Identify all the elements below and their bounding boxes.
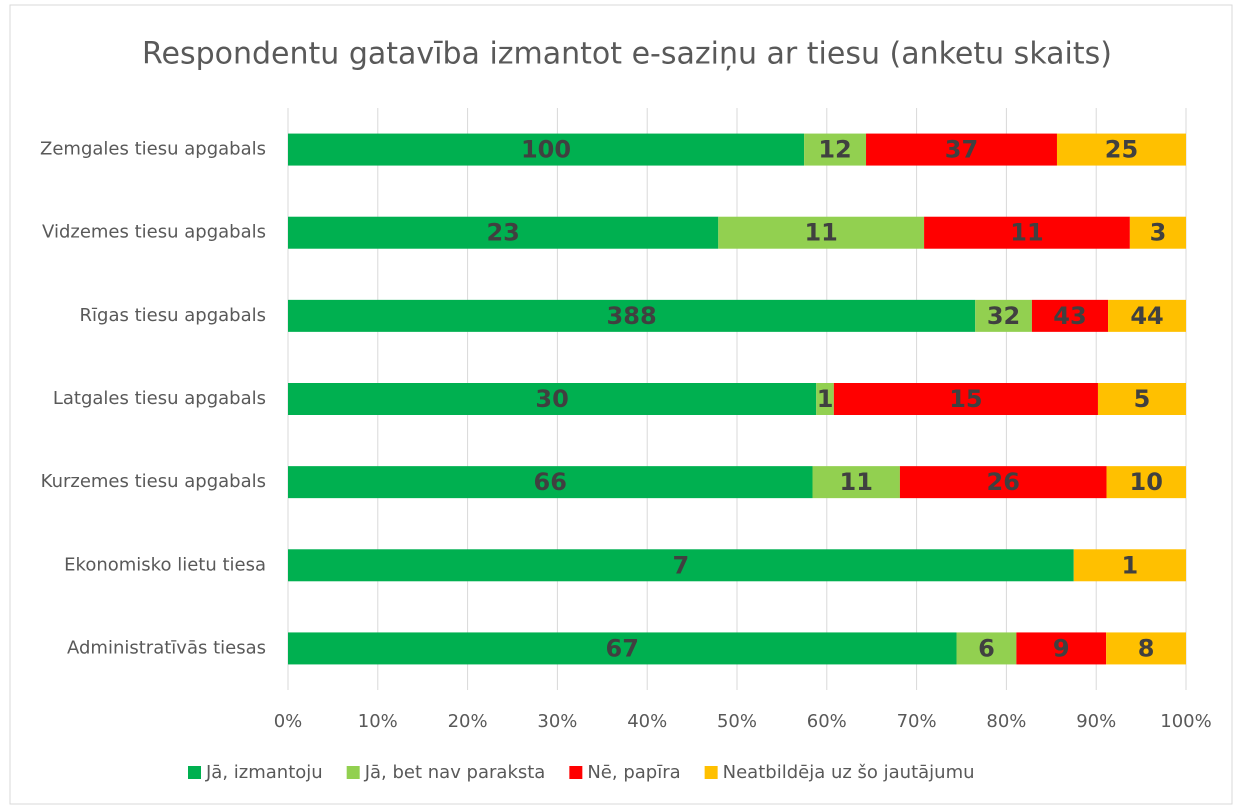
y-tick-label: Kurzemes tiesu apgabals xyxy=(41,471,266,492)
legend-swatch xyxy=(188,766,201,779)
data-label: 100 xyxy=(521,136,571,164)
bar-segment xyxy=(1106,466,1186,499)
bar-segment xyxy=(288,299,976,332)
bar-segment xyxy=(1031,299,1109,332)
x-tick-label: 70% xyxy=(897,711,937,732)
data-label: 26 xyxy=(987,468,1020,496)
bar-segment xyxy=(288,549,1074,582)
y-tick-label: Vidzemes tiesu apgabals xyxy=(42,222,266,243)
data-label: 3 xyxy=(1150,219,1167,247)
bar-segment xyxy=(1129,216,1186,249)
bar-segment xyxy=(956,632,1017,665)
legend-label: Nē, papīra xyxy=(587,762,680,783)
x-tick-label: 30% xyxy=(537,711,577,732)
bar-segment xyxy=(1097,383,1186,415)
x-tick-label: 50% xyxy=(717,711,757,732)
data-label: 6 xyxy=(978,634,995,662)
y-tick-label: Ekonomisko lietu tiesa xyxy=(64,554,266,575)
bar-segment xyxy=(866,133,1057,166)
data-label: 43 xyxy=(1053,302,1086,330)
legend-swatch xyxy=(704,766,718,779)
data-label: 25 xyxy=(1105,136,1138,164)
data-label: 11 xyxy=(804,219,837,247)
legend-swatch xyxy=(346,766,360,779)
bar-segment xyxy=(899,466,1107,499)
data-label: 388 xyxy=(607,302,657,330)
data-label: 11 xyxy=(1010,219,1043,247)
bar-segment xyxy=(288,383,817,415)
y-tick-label: Administratīvās tiesas xyxy=(67,637,266,658)
data-label: 32 xyxy=(987,302,1020,330)
x-tick-label: 20% xyxy=(448,711,488,732)
bar-segment xyxy=(1073,549,1186,582)
x-tick-label: 80% xyxy=(986,711,1026,732)
data-label: 1 xyxy=(1122,551,1139,579)
data-label: 9 xyxy=(1053,634,1070,662)
legend-label: Jā, bet nav paraksta xyxy=(364,762,546,783)
bar-segment xyxy=(288,133,805,166)
data-label: 5 xyxy=(1134,385,1151,413)
x-tick-label: 40% xyxy=(627,711,667,732)
data-label: 1 xyxy=(817,385,834,413)
bar-segment xyxy=(1056,133,1186,166)
x-tick-label: 0% xyxy=(274,711,303,732)
legend-swatch xyxy=(569,766,583,779)
data-label: 23 xyxy=(486,219,519,247)
x-tick-label: 100% xyxy=(1160,711,1211,732)
data-label: 66 xyxy=(534,468,567,496)
y-tick-label: Zemgales tiesu apgabals xyxy=(40,139,266,160)
x-tick-label: 10% xyxy=(358,711,398,732)
bar-segment xyxy=(975,299,1032,332)
bar-segment xyxy=(1108,299,1186,332)
data-label: 30 xyxy=(535,385,568,413)
bar-segment xyxy=(812,466,900,499)
chart-title: Respondentu gatavība izmantot e-saziņu a… xyxy=(142,37,1112,72)
bar-segment xyxy=(288,632,957,665)
y-tick-label: Latgales tiesu apgabals xyxy=(53,388,266,409)
data-label: 11 xyxy=(840,468,873,496)
y-tick-label: Rīgas tiesu apgabals xyxy=(80,305,266,326)
bar-segment xyxy=(804,133,867,166)
bar-segment xyxy=(288,466,813,499)
data-label: 10 xyxy=(1130,468,1163,496)
x-tick-label: 90% xyxy=(1076,711,1116,732)
data-label: 15 xyxy=(949,385,982,413)
bar-segment xyxy=(833,383,1098,415)
bar-segment xyxy=(816,383,834,415)
data-label: 67 xyxy=(606,634,639,662)
legend-label: Jā, izmantoju xyxy=(205,762,323,783)
bar-segment xyxy=(1106,632,1186,665)
x-tick-label: 60% xyxy=(807,711,847,732)
data-label: 37 xyxy=(945,136,978,164)
bar-segment xyxy=(1016,632,1107,665)
data-label: 7 xyxy=(673,551,690,579)
bar-segment xyxy=(288,216,719,249)
data-label: 12 xyxy=(818,136,851,164)
legend-label: Neatbildēja uz šo jautājumu xyxy=(723,762,975,783)
data-label: 8 xyxy=(1138,634,1155,662)
bar-segment xyxy=(718,216,925,249)
data-label: 44 xyxy=(1130,302,1163,330)
bar-segment xyxy=(924,216,1130,249)
